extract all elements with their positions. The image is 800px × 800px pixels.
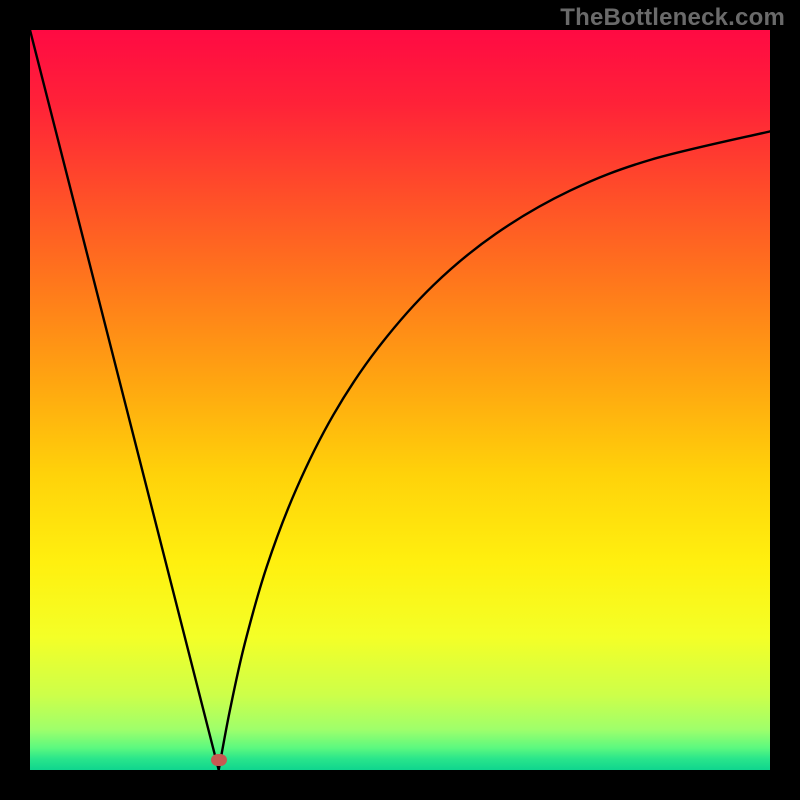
bottleneck-curve <box>30 30 770 770</box>
plot-area <box>30 30 770 770</box>
chart-frame: TheBottleneck.com <box>0 0 800 800</box>
minimum-marker <box>211 754 227 766</box>
watermark-text: TheBottleneck.com <box>560 4 785 32</box>
